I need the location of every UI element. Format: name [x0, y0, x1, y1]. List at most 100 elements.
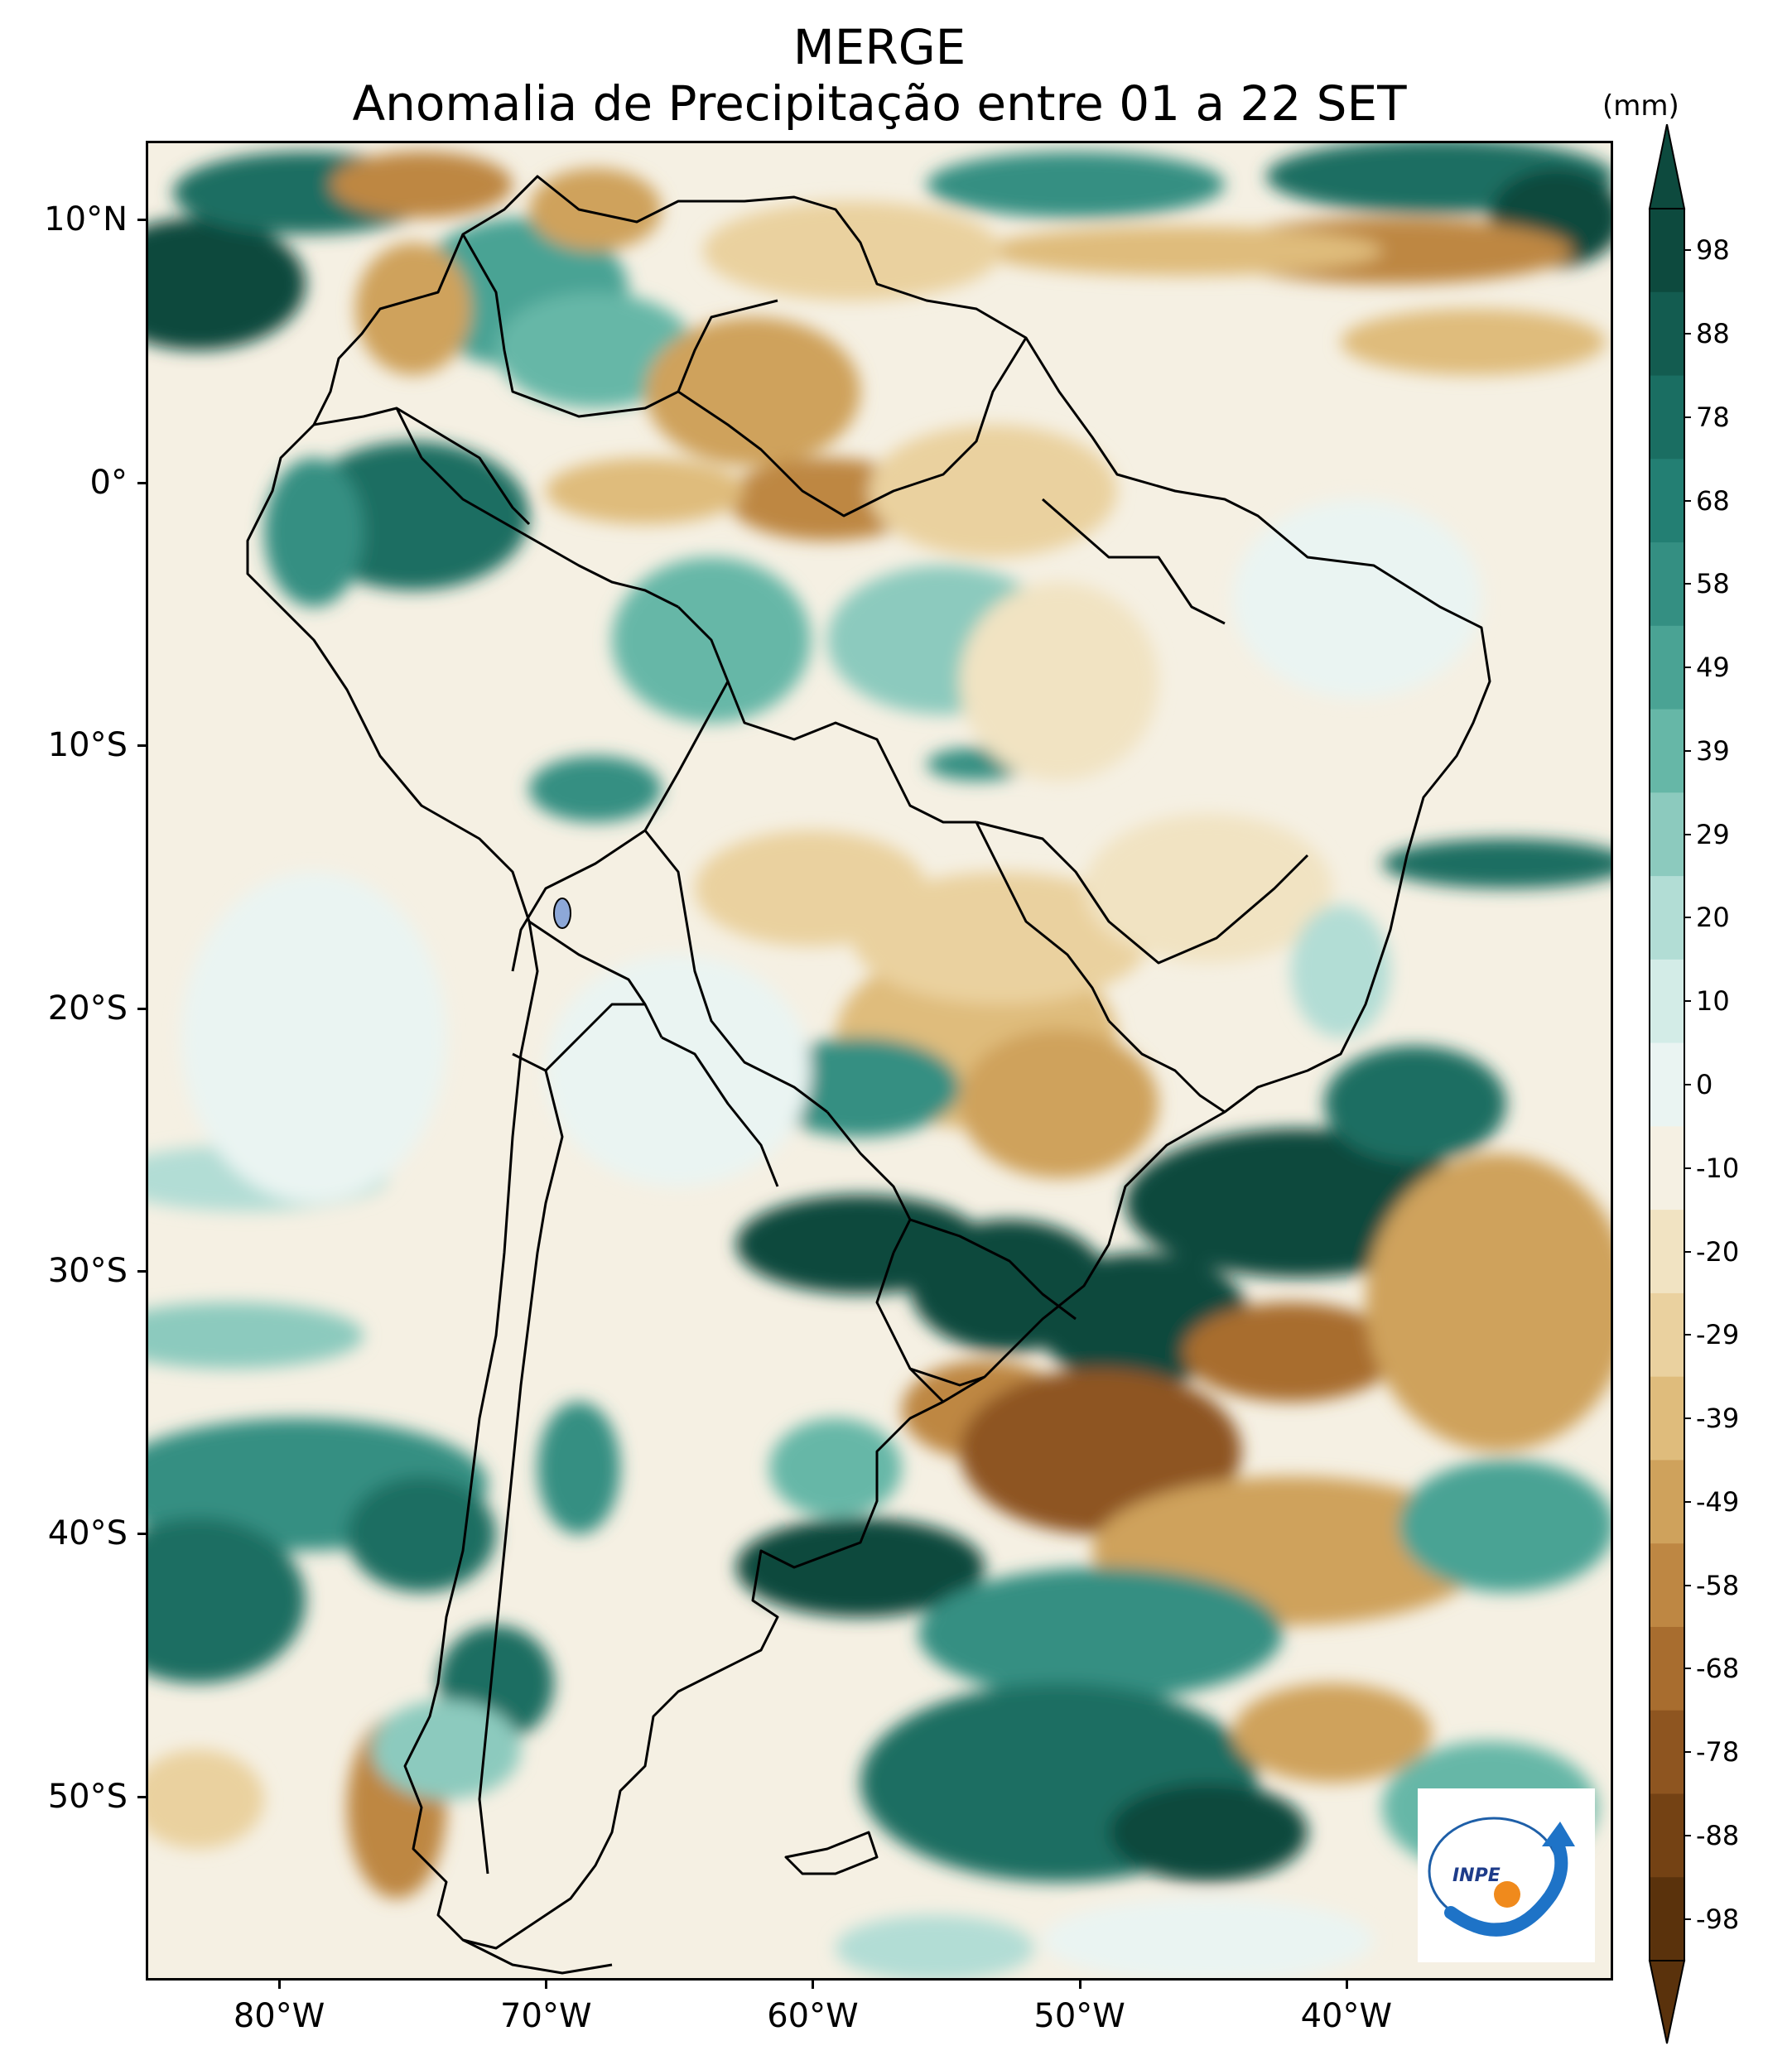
colorbar-tick	[1684, 749, 1691, 752]
colorbar-label: 88	[1696, 318, 1730, 350]
colorbar-tick	[1684, 1918, 1691, 1920]
colorbar-unit: (mm)	[1602, 89, 1679, 123]
colorbar-segment	[1650, 1460, 1684, 1544]
y-tick	[137, 744, 146, 748]
inpe-logo: INPE	[1418, 1788, 1595, 1962]
colorbar-tick	[1684, 1500, 1691, 1503]
colorbar-label: 49	[1696, 652, 1730, 684]
colorbar-label: 20	[1696, 902, 1730, 934]
x-tick-label: 50°W	[1033, 1997, 1125, 2035]
colorbar-segment	[1650, 209, 1684, 293]
colorbar-segment	[1650, 1292, 1684, 1378]
coastline-borders	[246, 175, 1491, 1975]
colorbar-tick	[1684, 917, 1691, 919]
x-tick	[1078, 1981, 1081, 1989]
colorbar-segment	[1650, 709, 1684, 793]
y-tick-label: 50°S	[47, 1777, 128, 1816]
colorbar-tick	[1684, 833, 1691, 835]
colorbar-extend-top	[1648, 124, 1686, 209]
inpe-logo-icon: INPE	[1428, 1817, 1575, 1937]
colorbar-label: 98	[1696, 234, 1730, 267]
colorbar-tick	[1684, 249, 1691, 252]
title-line-2: Anomalia de Precipitação entre 01 a 22 S…	[352, 75, 1407, 132]
colorbar-segment	[1650, 1877, 1684, 1961]
x-tick	[812, 1981, 815, 1989]
colorbar-label: 68	[1696, 484, 1730, 517]
x-tick-label: 70°W	[500, 1997, 592, 2035]
colorbar-tick	[1684, 1751, 1691, 1754]
colorbar-tick	[1684, 1334, 1691, 1336]
y-tick	[137, 481, 146, 484]
colorbar-segment	[1650, 1543, 1684, 1628]
x-tick-label: 40°W	[1300, 1997, 1393, 2035]
y-tick	[137, 1007, 146, 1010]
y-tick-label: 40°S	[47, 1514, 128, 1553]
colorbar-label: -10	[1696, 1152, 1740, 1184]
colorbar-segment	[1650, 1376, 1684, 1461]
y-tick-label: 20°S	[47, 989, 128, 1028]
precipitation-anomaly-map	[146, 141, 1613, 1981]
colorbar-label: -88	[1696, 1819, 1740, 1851]
colorbar-tick	[1684, 583, 1691, 585]
colorbar-label: 39	[1696, 734, 1730, 767]
colorbar-segment	[1650, 625, 1684, 710]
colorbar-tick	[1684, 333, 1691, 335]
colorbar-tick	[1684, 1417, 1691, 1420]
colorbar-segment	[1650, 291, 1684, 377]
lake-titicaca	[553, 898, 571, 929]
colorbar-tick	[1684, 1668, 1691, 1670]
y-tick-label: 30°S	[47, 1251, 128, 1290]
colorbar-segment	[1650, 876, 1684, 960]
colorbar-label: -78	[1696, 1736, 1740, 1769]
colorbar-label: -29	[1696, 1319, 1740, 1351]
y-tick-label: 0°	[89, 463, 128, 502]
colorbar-segment	[1650, 1793, 1684, 1878]
colorbar-segment	[1650, 542, 1684, 627]
colorbar-label: -68	[1696, 1653, 1740, 1685]
colorbar-segment	[1650, 1210, 1684, 1294]
colorbar-label: -98	[1696, 1903, 1740, 1935]
map-canvas	[148, 143, 1611, 1978]
colorbar-tick	[1684, 1250, 1691, 1253]
y-tick	[137, 219, 146, 222]
y-tick-label: 10°N	[44, 200, 128, 239]
colorbar-segment	[1650, 1126, 1684, 1210]
colorbar-segment	[1650, 1710, 1684, 1794]
y-tick	[137, 1269, 146, 1273]
colorbar-tick	[1684, 1834, 1691, 1836]
colorbar-tick	[1684, 1167, 1691, 1169]
colorbar-label: 78	[1696, 401, 1730, 433]
colorbar-segment	[1650, 375, 1684, 460]
colorbar-label: 10	[1696, 985, 1730, 1018]
colorbar-label: -39	[1696, 1403, 1740, 1435]
colorbar-tick	[1684, 1084, 1691, 1085]
title-line-1: MERGE	[792, 19, 966, 75]
colorbar-label: -20	[1696, 1235, 1740, 1268]
y-tick	[137, 1795, 146, 1798]
anomaly-field	[148, 143, 1611, 1978]
x-tick	[278, 1981, 282, 1989]
colorbar-tick	[1684, 1000, 1691, 1003]
colorbar-tick	[1684, 416, 1691, 418]
x-tick-label: 80°W	[233, 1997, 325, 2035]
colorbar-label: 0	[1696, 1069, 1713, 1100]
x-tick	[545, 1981, 548, 1989]
colorbar-segment	[1650, 1042, 1684, 1127]
colorbar-segment	[1650, 1626, 1684, 1711]
y-tick-label: 10°S	[47, 726, 128, 765]
inpe-logo-text: INPE	[1452, 1865, 1501, 1886]
colorbar-label: -58	[1696, 1569, 1740, 1601]
y-tick	[137, 1533, 146, 1536]
colorbar-tick	[1684, 499, 1691, 502]
colorbar-segment	[1650, 959, 1684, 1044]
x-tick-label: 60°W	[767, 1997, 859, 2035]
x-tick	[1345, 1981, 1348, 1989]
colorbar-label: 29	[1696, 818, 1730, 850]
colorbar	[1648, 124, 1686, 2044]
colorbar-label: 58	[1696, 568, 1730, 600]
colorbar-extend-bottom	[1648, 1960, 1686, 2044]
colorbar-segment	[1650, 459, 1684, 543]
colorbar-segment	[1650, 792, 1684, 877]
colorbar-tick	[1684, 667, 1691, 669]
colorbar-tick	[1684, 1584, 1691, 1586]
